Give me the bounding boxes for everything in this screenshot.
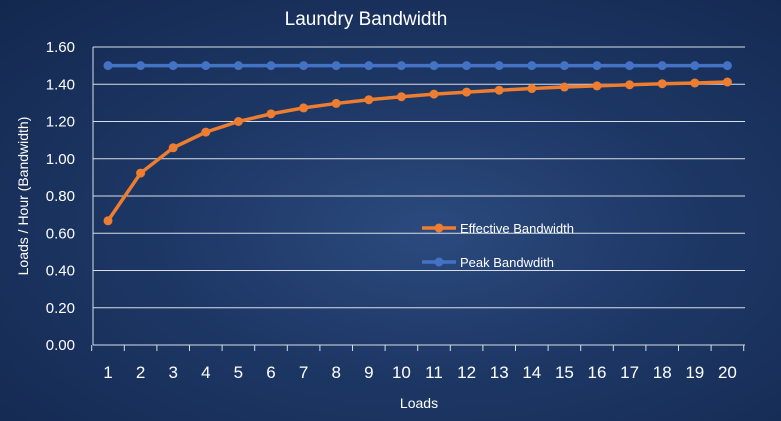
data-point [592, 81, 602, 91]
y-tick-label: 0.00 [46, 337, 75, 354]
series-group [103, 61, 732, 226]
data-point [299, 103, 309, 113]
x-tick-label: 10 [392, 363, 411, 382]
data-point [527, 84, 537, 94]
x-tick-label: 4 [201, 363, 210, 382]
x-tick-label: 17 [620, 363, 639, 382]
data-point [364, 95, 374, 105]
y-tick-label: 0.60 [46, 225, 75, 242]
data-point [266, 109, 276, 119]
x-tick-label: 5 [234, 363, 243, 382]
series-line [106, 80, 728, 222]
data-point [429, 89, 439, 99]
data-point [331, 98, 341, 108]
data-point [494, 85, 504, 95]
y-tick-label: 0.40 [46, 263, 75, 280]
legend-swatch-marker [434, 223, 444, 233]
series-effective-bandwidth [103, 77, 732, 226]
data-point [396, 92, 406, 102]
data-point [559, 61, 569, 71]
data-point [559, 82, 569, 92]
data-point [233, 61, 243, 71]
x-tick-label: 7 [299, 363, 308, 382]
data-point [462, 61, 472, 71]
data-point [201, 61, 211, 71]
data-point [429, 61, 439, 71]
y-axis-label: Loads / Hour (Bandwidth) [15, 117, 31, 276]
x-axis-label: Loads [400, 395, 438, 411]
y-tick-label: 1.00 [46, 151, 75, 168]
legend: Effective Bandwidth Peak Bandwdith [422, 221, 574, 270]
data-point [625, 80, 635, 90]
data-point [494, 61, 504, 71]
x-tick-label: 2 [136, 363, 145, 382]
gridlines [92, 46, 745, 346]
series-peak-bandwdith [103, 61, 732, 71]
x-tick-label: 6 [266, 363, 275, 382]
data-point [722, 61, 732, 71]
data-point [527, 61, 537, 71]
x-tick-label: 18 [653, 363, 672, 382]
data-point [136, 168, 146, 178]
x-tick-label: 19 [685, 363, 704, 382]
chart-title: Laundry Bandwidth [285, 9, 448, 30]
data-point [690, 61, 700, 71]
y-tick-label: 1.20 [46, 114, 75, 131]
y-tick-label: 1.40 [46, 76, 75, 93]
y-tick-label: 0.80 [46, 188, 75, 205]
data-point [657, 79, 667, 89]
legend-swatch-marker [434, 257, 444, 267]
data-point [364, 61, 374, 71]
data-point [201, 127, 211, 137]
y-tick-labels: 0.00 0.20 0.40 0.60 0.80 1.00 1.20 1.40 1.60 [46, 39, 75, 354]
data-point [657, 61, 667, 71]
x-tick-label: 12 [457, 363, 476, 382]
x-tick-label: 15 [555, 363, 574, 382]
x-tick-label: 16 [588, 363, 607, 382]
x-tick-label: 9 [364, 363, 373, 382]
data-point [168, 143, 178, 153]
y-tick-label: 0.20 [46, 300, 75, 317]
legend-label: Effective Bandwidth [460, 221, 574, 236]
x-tick-label: 1 [103, 363, 112, 382]
x-tick-label: 8 [331, 363, 340, 382]
data-point [103, 216, 113, 226]
x-tick-labels: 1 2 3 4 5 6 7 8 9 10 11 12 13 14 15 16 17 18 19 20 [91, 345, 745, 382]
data-point [299, 61, 309, 71]
data-point [722, 77, 732, 87]
x-tick-label: 3 [168, 363, 177, 382]
x-tick-label: 14 [522, 363, 541, 382]
x-tick-label: 20 [718, 363, 737, 382]
data-point [690, 78, 700, 88]
data-point [103, 61, 113, 71]
x-tick-label: 13 [490, 363, 509, 382]
y-tick-label: 1.60 [46, 39, 75, 56]
data-point [396, 61, 406, 71]
data-point [233, 117, 243, 126]
data-point [462, 87, 472, 97]
data-point [592, 61, 602, 71]
x-tick-label: 11 [425, 363, 443, 382]
data-point [168, 61, 178, 71]
data-point [136, 61, 146, 71]
data-point [625, 61, 635, 71]
legend-label: Peak Bandwdith [460, 255, 554, 270]
data-point [331, 61, 341, 71]
data-point [266, 61, 276, 71]
